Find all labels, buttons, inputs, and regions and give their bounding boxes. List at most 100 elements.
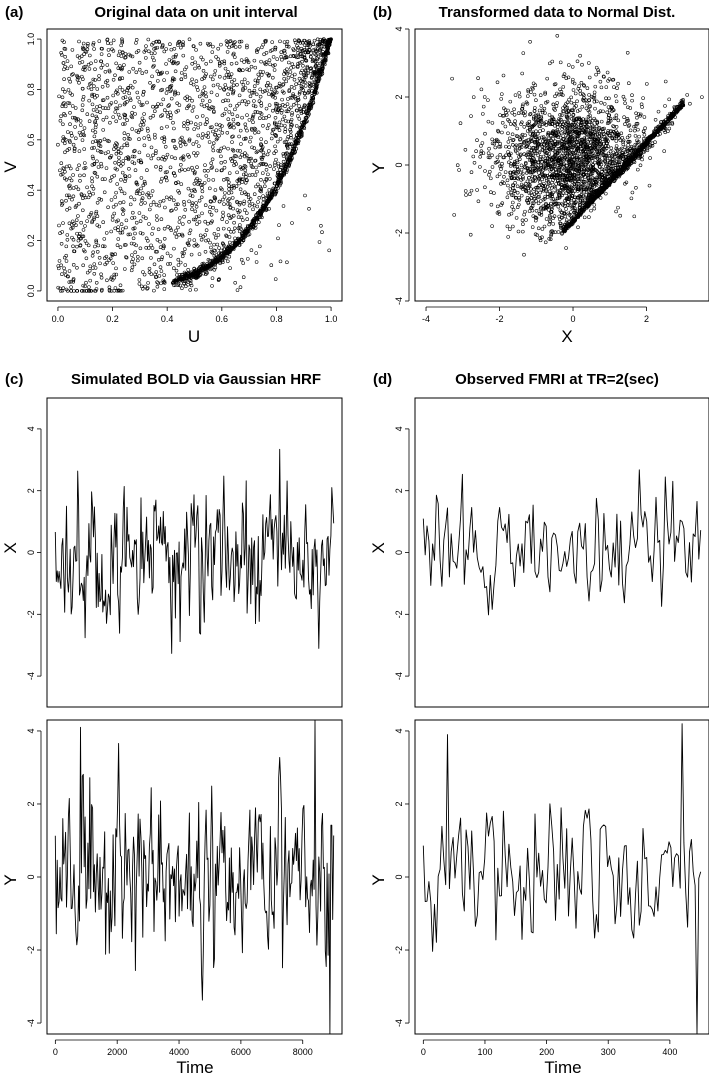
panel-b-point — [527, 191, 532, 195]
panel-a-point — [57, 266, 61, 271]
panel-a-point — [318, 41, 323, 46]
panel-a-point — [109, 229, 113, 234]
panel-a-point — [237, 93, 242, 98]
panel-a-point — [130, 216, 134, 220]
panel-c-title: Simulated BOLD via Gaussian HRF — [71, 371, 321, 388]
panel-a-point — [249, 164, 254, 168]
panel-a-point — [176, 61, 180, 65]
panel-a-point — [85, 44, 90, 48]
panel-b-point — [548, 122, 552, 127]
panel-a-point — [143, 181, 147, 186]
panel-a-point — [227, 180, 231, 185]
panel-a-point — [136, 255, 140, 259]
panel-a-point — [87, 214, 91, 219]
panel-a-point — [192, 44, 196, 49]
panel-a-point — [230, 184, 234, 189]
panel-a-point — [94, 209, 99, 214]
panel-a-point — [60, 201, 65, 206]
panel-a-point — [71, 186, 76, 190]
panel-a-point — [172, 198, 176, 203]
panel-a-point — [237, 44, 242, 49]
panel-b-point — [560, 232, 564, 236]
panel-a-point — [231, 213, 236, 218]
panel-b-point — [479, 151, 483, 156]
panel-a-point — [209, 161, 213, 165]
panel-a-point — [114, 106, 118, 111]
panel-b-point — [526, 94, 530, 98]
panel-a-point — [183, 142, 188, 147]
panel-a-point — [119, 164, 123, 168]
panel-a-point — [77, 163, 81, 168]
panel-a-point — [256, 200, 260, 204]
panel-a-point — [125, 118, 129, 122]
panel-a-point — [292, 77, 297, 82]
panel-a-point — [212, 199, 216, 203]
panel-a-point — [273, 116, 278, 120]
panel-b-point — [621, 150, 625, 155]
panel-a-point — [230, 79, 234, 84]
panel-a-point — [61, 166, 66, 170]
panel-a-point — [190, 56, 195, 60]
panel-a-point — [81, 283, 85, 288]
panel-a-point — [127, 167, 131, 171]
panel-a-point — [130, 260, 134, 264]
panel-a-point — [189, 252, 194, 257]
panel-a-point — [316, 42, 320, 47]
panel-a-point — [89, 211, 94, 215]
panel-b-point — [612, 85, 616, 89]
panel-a-point — [307, 207, 311, 211]
panel-b-point — [636, 167, 640, 172]
panel-a-y-tick-label: 0.8 — [26, 83, 36, 96]
panel-a-point — [309, 106, 313, 111]
panel-a-point — [161, 280, 166, 285]
panel-a-point — [113, 195, 117, 199]
panel-a-point — [243, 151, 247, 155]
panel-a-point — [90, 140, 95, 144]
panel-b-point — [591, 165, 595, 169]
panel-b-point — [580, 105, 585, 109]
panel-a-point — [126, 133, 130, 137]
panel-a-point — [213, 195, 217, 200]
panel-a-point — [59, 51, 63, 55]
panel-a-point — [264, 196, 269, 200]
panel-b-point — [544, 217, 549, 221]
panel-a-point — [303, 193, 307, 198]
panel-a-point — [323, 52, 328, 56]
panel-a-point — [68, 183, 72, 188]
panel-b-point — [599, 85, 604, 90]
panel-a-point — [232, 243, 237, 247]
panel-a-point — [238, 68, 242, 73]
panel-a-point — [209, 199, 213, 204]
panel-b-point — [546, 208, 551, 212]
panel-a-point — [277, 120, 282, 125]
panel-a-point — [299, 49, 304, 53]
panel-a-point — [132, 226, 137, 230]
panel-a-point — [195, 274, 200, 279]
panel-a-point — [83, 249, 87, 254]
panel-a-point — [132, 197, 137, 202]
panel-a-point — [217, 199, 222, 204]
panel-a-point — [190, 203, 194, 208]
panel-a-point — [242, 137, 246, 141]
panel-a-point — [94, 238, 98, 243]
panel-a-point — [180, 233, 185, 238]
panel-a-point — [214, 55, 218, 59]
panel-a-point — [92, 215, 96, 220]
panel-a-point — [218, 255, 222, 260]
panel-a-point — [319, 51, 324, 56]
panel-b-point — [610, 132, 615, 136]
panel-a-point — [200, 136, 205, 140]
panel-a-point — [116, 112, 121, 117]
panel-a-point — [211, 77, 215, 82]
panel-a-point — [237, 181, 241, 186]
panel-a-point — [220, 124, 224, 128]
panel-a-point — [62, 266, 66, 271]
panel-a-point — [325, 48, 329, 53]
panel-a-plot: 0.00.20.40.60.81.00.0 0.2 0.4 0.6 0.8 1.0 — [26, 28, 343, 324]
panel-a-point — [198, 233, 203, 238]
panel-a-point — [230, 140, 234, 144]
panel-a-point — [90, 146, 94, 151]
panel-a-point — [101, 220, 105, 224]
panel-a-point — [261, 201, 266, 205]
panel-b-point — [615, 86, 619, 90]
